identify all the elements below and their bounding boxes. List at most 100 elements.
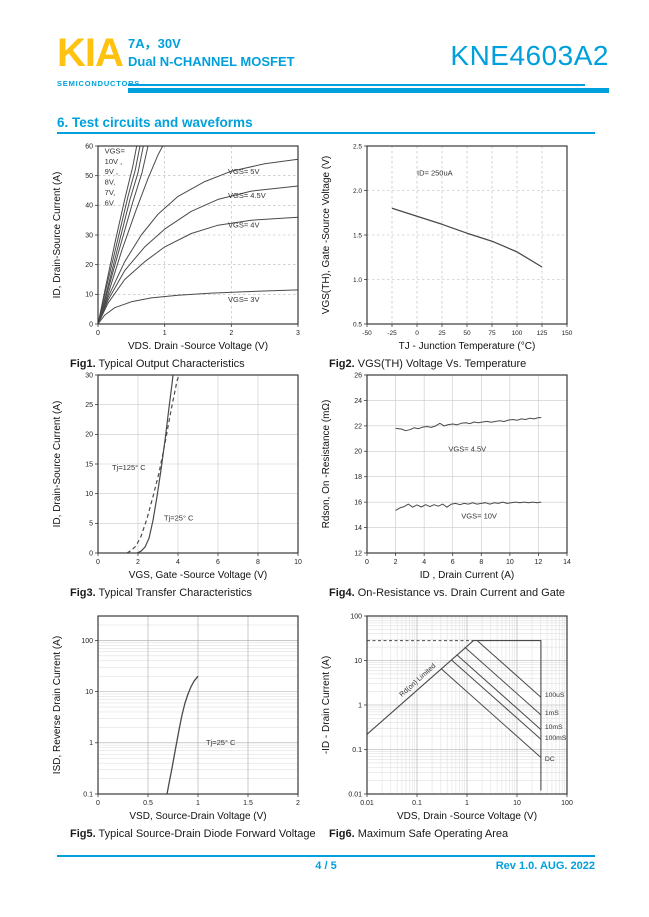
svg-text:10: 10 xyxy=(85,491,93,498)
svg-text:-25: -25 xyxy=(387,330,397,337)
fig5-caption-label: Fig5. xyxy=(70,828,96,840)
svg-text:100: 100 xyxy=(81,638,93,645)
svg-text:1: 1 xyxy=(196,800,200,807)
svg-text:VGS= 4V: VGS= 4V xyxy=(228,221,259,230)
fig3: 0 2 4 6 8 10 0 5 10 15 20 25 30 Tj=125° C Tj=25° C VGS,… xyxy=(50,369,342,599)
fig6-series-10mS xyxy=(456,654,542,730)
svg-text:1: 1 xyxy=(89,740,93,747)
svg-text:25: 25 xyxy=(85,402,93,409)
section-title: 6. Test circuits and waveforms xyxy=(57,115,253,130)
svg-text:0: 0 xyxy=(89,321,93,328)
svg-text:3: 3 xyxy=(296,330,300,337)
svg-text:1.5: 1.5 xyxy=(243,800,253,807)
svg-text:10: 10 xyxy=(294,559,302,566)
svg-text:0.1: 0.1 xyxy=(352,747,362,754)
svg-text:2: 2 xyxy=(296,800,300,807)
svg-text:Tj=125° C: Tj=125° C xyxy=(112,463,146,472)
svg-text:100: 100 xyxy=(350,613,362,620)
header-rule-thick xyxy=(128,88,609,93)
svg-text:26: 26 xyxy=(354,372,362,379)
svg-text:100: 100 xyxy=(512,330,523,337)
svg-text:0: 0 xyxy=(96,800,100,807)
svg-text:4: 4 xyxy=(176,559,180,566)
fig3-xlabel: VGS, Gate -Source Voltage (V) xyxy=(129,570,267,581)
svg-text:60: 60 xyxy=(85,143,93,150)
fig4-chart-host: 0 2 4 6 8 10 12 14 12 14 16 18 20 22 24 26 VGS= 4.5V VGS=… xyxy=(319,369,611,586)
svg-text:0.1: 0.1 xyxy=(83,791,93,798)
fig3-chart-host: 0 2 4 6 8 10 0 5 10 15 20 25 30 Tj=125° C Tj=25° C VGS,… xyxy=(50,369,342,586)
svg-text:24: 24 xyxy=(354,398,362,405)
svg-text:30: 30 xyxy=(85,232,93,239)
fig1-series-VGS=6V xyxy=(97,145,164,325)
spec-rating: 7A，30V xyxy=(128,36,181,51)
svg-text:10: 10 xyxy=(85,292,93,299)
svg-text:1.0: 1.0 xyxy=(353,277,362,284)
fig1: 0 1 2 3 0 10 20 30 40 50 60 VGS= 10V , 9V , 8V, 7V, 6V VG… xyxy=(50,140,342,370)
fig4-series-VGS=10V xyxy=(395,501,542,511)
fig2-caption: Fig2. VGS(TH) Voltage Vs. Temperature xyxy=(329,358,611,370)
svg-text:VGS=: VGS= xyxy=(105,146,126,155)
svg-text:150: 150 xyxy=(562,330,573,337)
svg-text:12: 12 xyxy=(535,559,543,566)
svg-text:16: 16 xyxy=(354,500,362,507)
svg-text:0: 0 xyxy=(89,550,93,557)
fig1-series-VGS=10V xyxy=(97,145,138,325)
fig4-caption-label: Fig4. xyxy=(329,587,355,599)
fig1-chart-host: 0 1 2 3 0 10 20 30 40 50 60 VGS= 10V , 9V , 8V, 7V, 6V VG… xyxy=(50,140,342,357)
svg-text:25: 25 xyxy=(438,330,446,337)
svg-text:0: 0 xyxy=(96,559,100,566)
svg-text:9V ,: 9V , xyxy=(105,167,118,176)
fig1-ylabel: ID, Drain-Source Current (A) xyxy=(52,172,63,299)
svg-text:VGS= 3V: VGS= 3V xyxy=(228,295,259,304)
fig4-caption-text: On-Resistance vs. Drain Current and Gate xyxy=(357,587,565,599)
fig5-ylabel: ISD, Reverse Drain Current (A) xyxy=(52,636,63,774)
svg-text:75: 75 xyxy=(488,330,496,337)
fig5-xlabel: VSD, Source-Drain Voltage (V) xyxy=(129,811,266,822)
svg-text:10: 10 xyxy=(85,689,93,696)
page-number: 4 / 5 xyxy=(315,860,337,872)
svg-text:30: 30 xyxy=(85,372,93,379)
svg-text:0: 0 xyxy=(365,559,369,566)
fig6-caption-label: Fig6. xyxy=(329,828,355,840)
fig6-series-DC xyxy=(440,668,542,758)
fig1-series-VGS=3V xyxy=(97,289,299,325)
header-rule-thin xyxy=(128,84,585,86)
fig6-chart: 0.01 0.1 1 10 100 0.01 0.1 1 10 100 100uS 1mS 10mS 10… xyxy=(321,613,573,822)
fig1-caption: Fig1. Typical Output Characteristics xyxy=(70,358,342,370)
fig6: 0.01 0.1 1 10 100 0.01 0.1 1 10 100 100uS 1mS 10mS 10… xyxy=(319,610,611,840)
svg-text:10: 10 xyxy=(513,800,521,807)
fig2-ylabel: VGS(TH), Gate -Source Voltage (V) xyxy=(321,156,332,314)
svg-text:4: 4 xyxy=(422,559,426,566)
svg-text:2.0: 2.0 xyxy=(353,188,362,195)
svg-text:10: 10 xyxy=(506,559,514,566)
fig4-ylabel: Rdson, On -Resistance (mΩ) xyxy=(321,400,332,529)
fig1-series-VGS=4V xyxy=(97,216,299,325)
fig1-caption-label: Fig1. xyxy=(70,358,96,370)
svg-text:DC: DC xyxy=(545,756,555,763)
fig5-caption: Fig5. Typical Source-Drain Diode Forward… xyxy=(70,828,342,840)
fig3-caption: Fig3. Typical Transfer Characteristics xyxy=(70,587,342,599)
fig5: 0 0.5 1 1.5 2 0.1 1 10 100 Tj=25° C VSD, Source-Dr… xyxy=(50,610,342,840)
fig3-caption-label: Fig3. xyxy=(70,587,96,599)
svg-text:50: 50 xyxy=(463,330,471,337)
fig3-caption-text: Typical Transfer Characteristics xyxy=(98,587,252,599)
fig6-series-100mS xyxy=(450,659,542,740)
svg-text:2: 2 xyxy=(394,559,398,566)
svg-text:125: 125 xyxy=(537,330,548,337)
part-number: KNE4603A2 xyxy=(450,40,609,71)
svg-text:1: 1 xyxy=(163,330,167,337)
svg-text:1: 1 xyxy=(465,800,469,807)
fig2: -50 -25 0 25 50 75 100 125 150 0.5 1.0 1.5 2.0 2.5 ID=… xyxy=(319,140,611,370)
fig3-series-Tj=125C xyxy=(126,374,180,554)
fig1-series-VGS=4.5V xyxy=(97,185,299,325)
svg-text:20: 20 xyxy=(85,432,93,439)
svg-text:8: 8 xyxy=(479,559,483,566)
svg-text:VGS= 4.5V: VGS= 4.5V xyxy=(228,191,266,200)
svg-text:VGS= 4.5V: VGS= 4.5V xyxy=(448,444,486,453)
kia-logo: KIA xyxy=(57,31,124,75)
fig5-chart-host: 0 0.5 1 1.5 2 0.1 1 10 100 Tj=25° C VSD, Source-Dr… xyxy=(50,610,342,827)
section-underline xyxy=(57,132,595,134)
fig2-chart: -50 -25 0 25 50 75 100 125 150 0.5 1.0 1.5 2.0 2.5 ID=… xyxy=(321,143,573,352)
fig4: 0 2 4 6 8 10 12 14 12 14 16 18 20 22 24 26 VGS= 4.5V VGS=… xyxy=(319,369,611,599)
